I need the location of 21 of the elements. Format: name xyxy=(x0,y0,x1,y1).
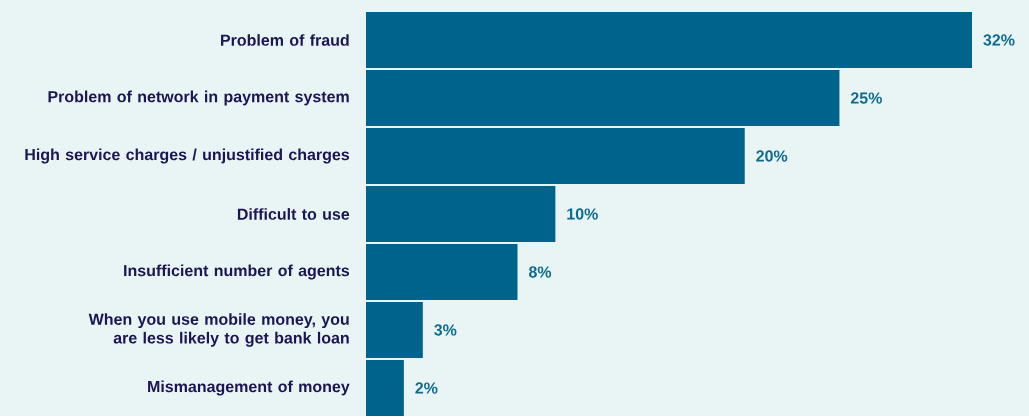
data-label: 3% xyxy=(434,324,457,336)
data-label: 20% xyxy=(756,150,788,162)
y-tick-label: Insufficient number of agents xyxy=(124,264,350,280)
y-tick-label: Problem of fraud xyxy=(221,34,349,46)
bar xyxy=(366,359,404,416)
y-tick-label: Difficult to use xyxy=(237,208,350,220)
y-tick-label: Mismanagement of money xyxy=(148,380,350,396)
y-tick-label: Problem of network in payment system xyxy=(48,90,349,106)
data-label: 25% xyxy=(850,92,882,104)
bar xyxy=(366,128,745,184)
bar xyxy=(366,243,518,300)
bar xyxy=(366,12,972,68)
y-tick-label: When you use mobile money, you are less likely to get bank loan xyxy=(88,313,349,347)
data-label: 2% xyxy=(415,382,438,394)
bar xyxy=(366,186,556,242)
bar xyxy=(366,301,423,358)
data-label: 10% xyxy=(567,208,598,220)
data-label: 8% xyxy=(528,266,552,278)
data-label: 32% xyxy=(983,34,1015,46)
bar xyxy=(366,70,840,126)
y-tick-label: High service charges / unjustified charges xyxy=(25,148,350,164)
